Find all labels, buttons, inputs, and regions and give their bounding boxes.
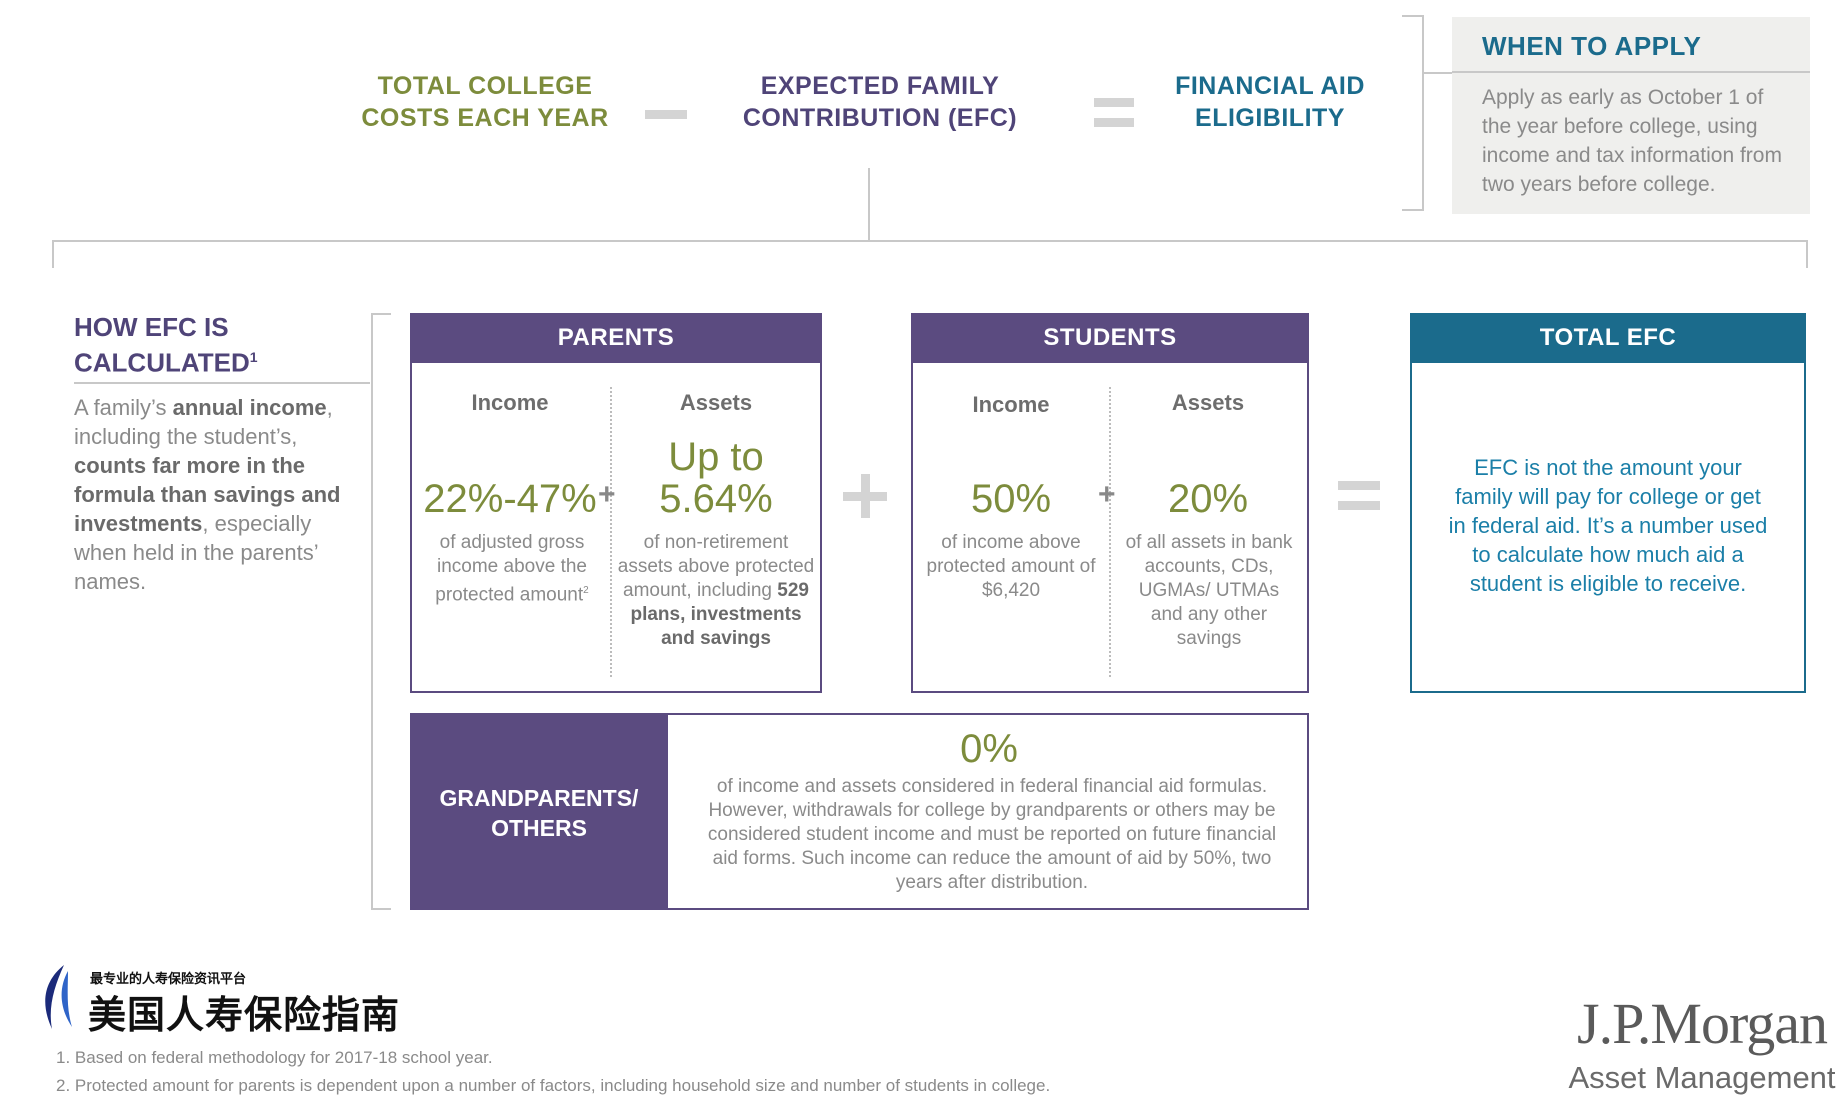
grandparents-pct: 0% xyxy=(960,727,1018,771)
grandparents-text: of income and assets considered in feder… xyxy=(707,776,1277,893)
big-equals-icon-bottom xyxy=(1338,501,1380,510)
grandparents-box: GRANDPARENTS/ OTHERS 0% of income and as… xyxy=(410,713,1309,910)
parents-divider xyxy=(610,387,612,677)
bracket-bottom xyxy=(1402,209,1424,211)
students-income-pct: 50% xyxy=(970,477,1052,521)
equals-icon-top xyxy=(1094,98,1134,107)
parents-income-label: Income xyxy=(471,390,549,415)
big-equals-icon-top xyxy=(1338,481,1380,490)
boxes-bracket-bottom xyxy=(371,908,391,910)
when-to-apply-panel: WHEN TO APPLY Apply as early as October … xyxy=(1452,17,1810,214)
parents-box: PARENTS Income Assets 22%-47% + Up to 5.… xyxy=(410,313,822,693)
how-efc-text: A family’s annual income, including the … xyxy=(74,395,341,594)
when-to-apply-divider xyxy=(1452,71,1810,73)
students-assets-pct: 20% xyxy=(1167,477,1249,521)
asset-management-label: Asset Management xyxy=(1568,1060,1836,1095)
grandparents-label: GRANDPARENTS/ OTHERS xyxy=(439,785,639,841)
parents-assets-desc: of non-retirement assets above protected… xyxy=(617,532,815,649)
students-header: STUDENTS xyxy=(911,313,1309,363)
parents-plus-icon: + xyxy=(598,478,616,511)
big-plus-icon-v xyxy=(861,474,870,518)
watermark-large-text: 美国人寿保险指南 xyxy=(88,995,401,1037)
boxes-bracket-top xyxy=(371,313,391,315)
parents-income-desc: of adjusted gross income above the prote… xyxy=(435,532,589,606)
total-efc-header: TOTAL EFC xyxy=(1410,313,1806,363)
boxes-bracket xyxy=(371,313,373,910)
term-financial-aid-eligibility: FINANCIAL AID ELIGIBILITY xyxy=(1175,72,1365,132)
students-income-label: Income xyxy=(972,392,1050,417)
bracket-connector xyxy=(1422,72,1452,74)
parents-income-pct: 22%-47% xyxy=(423,477,597,521)
watermark-small-text: 最专业的人寿保险资讯平台 xyxy=(90,971,247,986)
students-divider xyxy=(1109,387,1111,677)
parents-assets-pct: 5.64% xyxy=(659,477,773,521)
students-assets-label: Assets xyxy=(1171,390,1245,415)
jpmorgan-logo: J.P.Morgan xyxy=(1577,991,1828,1056)
footnote-2: 2. Protected amount for parents is depen… xyxy=(56,1076,1051,1095)
equals-icon-bottom xyxy=(1094,118,1134,127)
parents-assets-label: Assets xyxy=(679,390,753,415)
students-box: STUDENTS Income Assets 50% + 20% of inco… xyxy=(911,313,1309,693)
how-efc-title: HOW EFC IS CALCULATED1 xyxy=(74,312,258,378)
bracket-top xyxy=(1402,15,1424,17)
parents-header: PARENTS xyxy=(410,313,822,363)
term-total-college-costs: TOTAL COLLEGE COSTS EACH YEAR xyxy=(361,72,609,132)
students-income-desc: of income above protected amount of $6,4… xyxy=(926,532,1096,601)
footnote-1: 1. Based on federal methodology for 2017… xyxy=(56,1048,493,1067)
students-plus-icon: + xyxy=(1098,478,1116,511)
term-efc: EXPECTED FAMILY CONTRIBUTION (EFC) xyxy=(742,72,1018,132)
total-efc-text: EFC is not the amount your family will p… xyxy=(1448,455,1768,596)
how-efc-divider xyxy=(74,382,370,384)
wide-bracket-right xyxy=(1806,240,1808,268)
bracket-vertical xyxy=(1422,15,1424,211)
students-assets-desc: of all assets in bank accounts, CDs, UGM… xyxy=(1125,532,1293,649)
efc-connector xyxy=(868,168,870,242)
watermark-logo-icon xyxy=(38,963,82,1031)
minus-icon xyxy=(645,110,687,119)
grandparents-label-panel: GRANDPARENTS/ OTHERS xyxy=(410,713,668,910)
wide-bracket xyxy=(52,240,1808,242)
parents-assets-up-to: Up to xyxy=(668,435,764,479)
wide-bracket-left xyxy=(52,240,54,268)
when-to-apply-title: WHEN TO APPLY xyxy=(1482,31,1702,61)
when-to-apply-text: Apply as early as October 1 of the year … xyxy=(1482,86,1782,196)
total-efc-box: TOTAL EFC EFC is not the amount your fam… xyxy=(1410,313,1806,693)
